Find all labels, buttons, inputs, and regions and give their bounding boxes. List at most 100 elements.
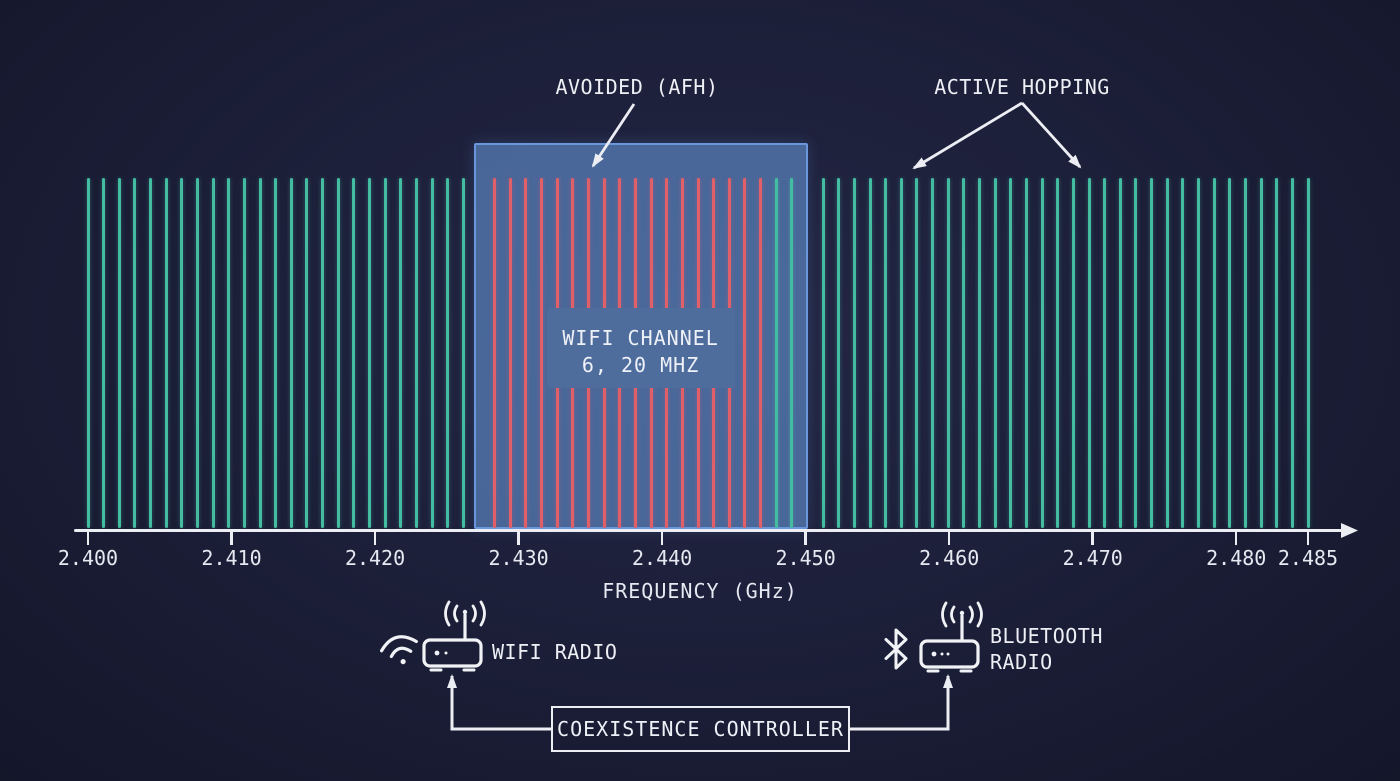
axis-tick-label: 2.400 [57,546,119,570]
frequency-axis [74,529,1342,532]
wifi-radio-label: WIFI RADIO [492,640,618,664]
channel-line-active [368,178,372,528]
wifi-channel-label-backdrop [546,308,735,388]
channel-line-avoided [493,178,497,528]
axis-title: FREQUENCY (GHz) [602,579,798,603]
channel-line-active [1150,178,1154,528]
channel-line-active [461,178,465,528]
channel-line-active [1275,178,1279,528]
channel-line-active [383,178,387,528]
channel-line-active [1134,178,1138,528]
axis-tick [1234,531,1238,545]
axis-tick-label: 2.450 [775,546,836,570]
coexistence-controller-box: COEXISTENCE CONTROLLER [551,706,850,752]
channel-line-active [430,178,434,528]
channel-line-active [321,178,325,528]
axis-tick-label: 2.420 [344,546,406,570]
channel-line-active [446,178,450,528]
channel-line-active [1290,178,1294,528]
channel-line-active [117,178,121,528]
channel-line-active [1228,178,1232,528]
channel-line-avoided [743,178,747,528]
axis-tick-label: 2.485 [1277,546,1339,570]
avoided-afh-label: AVOIDED (AFH) [555,75,719,99]
channel-line-active [195,178,199,528]
channel-line-active [1165,178,1169,528]
channel-line-active [1024,178,1028,528]
channel-line-active [1087,178,1091,528]
channel-line-active [1306,178,1310,528]
channel-line-active [1259,178,1263,528]
channel-line-active [399,178,403,528]
channel-line-active [133,178,137,528]
channel-line-active [915,178,919,528]
axis-tick [86,531,90,545]
channel-line-active [1103,178,1107,528]
axis-tick [660,531,664,545]
channel-line-active [258,178,262,528]
coexistence-controller-label: COEXISTENCE CONTROLLER [557,717,844,741]
channel-line-active [102,178,106,528]
channel-line-active [180,178,184,528]
channel-line-avoided [540,178,544,528]
wifi-channel-label-line1: WIFI CHANNEL [562,326,719,350]
channel-line-active [211,178,215,528]
active-hopping-label: ACTIVE HOPPING [934,75,1110,99]
channel-line-active [352,178,356,528]
channel-line-active [1197,178,1200,528]
axis-tick [230,531,233,545]
axis-tick [373,531,377,545]
channel-line-active [164,178,168,528]
channel-line-active [227,178,231,528]
channel-line-active [821,178,825,528]
channel-line-active [1009,178,1013,528]
bluetooth-radio-label-line2: RADIO [990,650,1053,674]
axis-tick [804,531,807,545]
channel-line-active [884,178,888,528]
wifi-channel-label: WIFI CHANNEL 6, 20 MHZ [562,325,719,379]
channel-line-active [1056,178,1060,528]
channel-line-active [1212,178,1216,528]
channel-line-active [837,178,841,528]
axis-tick [1091,531,1094,545]
channel-line-active [993,178,997,528]
axis-tick-label: 2.410 [201,546,262,570]
channel-line-active [289,178,293,528]
channel-line-avoided [508,178,512,528]
axis-tick-label: 2.470 [1062,546,1123,570]
channel-line-avoided [524,178,528,528]
channel-line-active [336,178,340,528]
channel-line-active [414,178,418,528]
channel-line-active [86,178,90,528]
channel-line-active [946,178,950,528]
channel-line-active [852,178,856,528]
axis-tick-label: 2.460 [919,546,980,570]
channel-line-avoided [759,178,763,528]
channel-line-active [305,178,309,528]
channel-line-active [790,178,794,528]
channel-line-active [242,178,246,528]
axis-tick [517,531,520,545]
channel-line-active [931,178,935,528]
channel-line-active [149,178,153,528]
channel-line-active [1181,178,1185,528]
axis-tick-label: 2.430 [488,546,549,570]
channel-line-active [899,178,903,528]
channel-line-active [868,178,872,528]
channel-line-active [1040,178,1044,528]
channel-line-active [1118,178,1122,528]
axis-tick-label: 2.480 [1206,546,1267,570]
axis-tick-label: 2.440 [632,546,693,570]
channel-line-active [774,178,778,528]
axis-tick [947,531,951,545]
channel-line-active [274,178,278,528]
channel-line-active [962,178,966,528]
channel-line-active [978,178,982,528]
channel-line-active [1243,178,1247,528]
axis-tick [1306,531,1310,545]
wifi-channel-label-line2: 6, 20 MHZ [581,353,700,377]
bluetooth-radio-label-line1: BLUETOOTH [990,624,1103,648]
channel-line-active [1071,178,1075,528]
